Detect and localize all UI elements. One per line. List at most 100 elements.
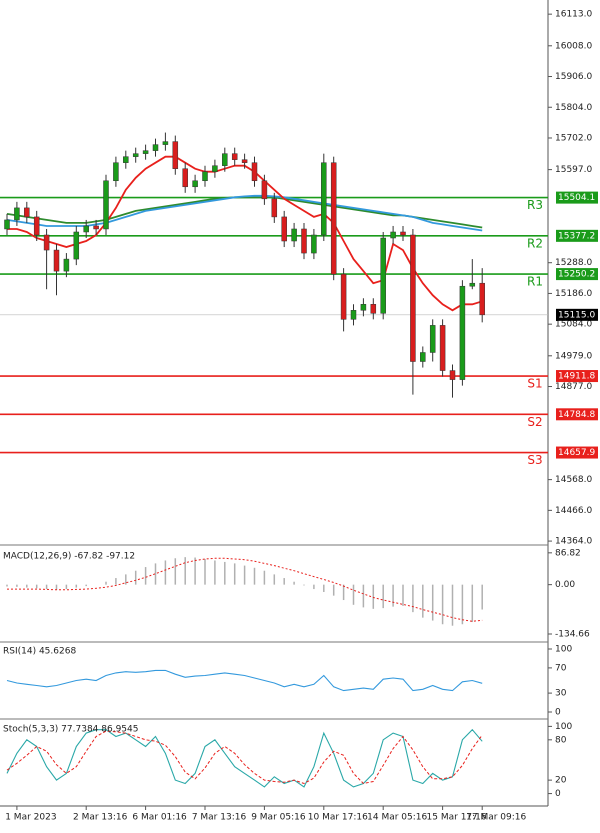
level-tag bbox=[556, 191, 598, 204]
candle-body bbox=[162, 141, 169, 145]
y-tick-label: 15906.0 bbox=[555, 72, 592, 82]
y-tick-label: 15804.0 bbox=[555, 103, 592, 113]
candle-body bbox=[330, 162, 337, 275]
level-tag bbox=[556, 268, 598, 281]
histogram-bar bbox=[35, 584, 38, 589]
y-tick-label: 0.00 bbox=[555, 580, 575, 590]
candle-body bbox=[33, 216, 40, 236]
candle-body bbox=[479, 282, 485, 316]
histogram-bar bbox=[392, 584, 394, 607]
candle-body bbox=[449, 370, 456, 380]
histogram-bar bbox=[154, 563, 157, 585]
histogram-bar bbox=[224, 561, 226, 585]
panel-title: MACD(12,26,9) -67.82 -97.12 bbox=[3, 552, 135, 562]
y-tick-label: 0 bbox=[555, 708, 561, 718]
candle-body bbox=[132, 153, 139, 157]
panel-title: Stoch(5,3,3) 77.7384 86.9545 bbox=[3, 725, 138, 735]
x-tick-label: 7 Mar 13:16 bbox=[192, 813, 247, 823]
level-name: R3 bbox=[527, 198, 543, 212]
histogram-bar bbox=[303, 584, 305, 586]
y-tick-label: 70 bbox=[555, 663, 567, 673]
level-value: 15504.1 bbox=[558, 193, 595, 203]
level-value: 14911.8 bbox=[558, 372, 595, 382]
histogram-bar bbox=[283, 578, 285, 585]
histogram-bar bbox=[26, 584, 28, 588]
candle-body bbox=[251, 162, 258, 182]
histogram-bar bbox=[323, 584, 325, 592]
candle-body bbox=[63, 258, 70, 272]
candle-body bbox=[321, 162, 327, 236]
y-tick-label: 16008.0 bbox=[555, 41, 592, 51]
y-tick-label: 15597.0 bbox=[555, 165, 592, 175]
candle-body bbox=[73, 231, 80, 260]
candle-body bbox=[4, 219, 10, 230]
y-tick-label: 15186.0 bbox=[555, 289, 592, 299]
x-tick-label: 2 Mar 13:16 bbox=[73, 813, 128, 823]
histogram-bar bbox=[422, 584, 424, 618]
histogram-bar bbox=[362, 584, 365, 608]
candle-body bbox=[93, 225, 99, 230]
candle-body bbox=[390, 231, 396, 239]
candle-body bbox=[231, 153, 238, 160]
candle-body bbox=[291, 228, 297, 242]
level-tag bbox=[556, 446, 598, 459]
y-tick-label: 20 bbox=[555, 776, 567, 786]
histogram-bar bbox=[204, 558, 206, 585]
histogram-bar bbox=[293, 581, 295, 585]
candle-body bbox=[103, 180, 109, 230]
histogram-bar bbox=[45, 584, 48, 590]
y-tick-label: 86.82 bbox=[555, 548, 581, 558]
candle-body bbox=[152, 144, 159, 151]
histogram-bar bbox=[243, 565, 246, 585]
x-tick-label: 17 Mar 09:16 bbox=[466, 813, 526, 823]
indicator-line bbox=[6, 669, 483, 692]
candle-body bbox=[360, 304, 367, 311]
candle-body bbox=[172, 141, 179, 169]
level-name: S3 bbox=[527, 453, 542, 467]
y-tick-label: 30 bbox=[555, 689, 567, 699]
x-tick-label: 10 Mar 17:16 bbox=[308, 813, 368, 823]
candle-body bbox=[212, 165, 218, 172]
level-tag bbox=[556, 408, 598, 421]
candle-body bbox=[113, 162, 119, 182]
histogram-bar bbox=[451, 584, 454, 626]
y-tick-label: 15702.0 bbox=[555, 133, 592, 143]
last-price-label: 15115.0 bbox=[558, 310, 595, 320]
histogram-bar bbox=[441, 584, 444, 625]
candle-body bbox=[271, 198, 278, 218]
candle-body bbox=[410, 234, 416, 362]
y-tick-label: 15288.0 bbox=[555, 258, 592, 268]
x-tick-label: 9 Mar 05:16 bbox=[251, 813, 306, 823]
candle-body bbox=[222, 153, 228, 166]
candle-body bbox=[43, 234, 50, 251]
y-tick-label: 14364.0 bbox=[555, 537, 592, 547]
level-tag bbox=[556, 229, 598, 242]
histogram-bar bbox=[194, 557, 196, 585]
candle-body bbox=[123, 156, 129, 163]
histogram-bar bbox=[115, 578, 117, 585]
candle-body bbox=[459, 285, 466, 380]
last-price-tag bbox=[556, 308, 598, 321]
candle-body bbox=[469, 282, 476, 287]
candle-body bbox=[400, 231, 406, 236]
histogram-bar bbox=[134, 570, 137, 585]
panel-title: RSI(14) 45.6268 bbox=[3, 647, 76, 657]
histogram-bar bbox=[273, 574, 276, 585]
candle-body bbox=[311, 234, 317, 254]
candle-body bbox=[182, 168, 188, 188]
level-value: 15250.2 bbox=[558, 270, 595, 280]
histogram-bar bbox=[184, 557, 186, 585]
candle-body bbox=[14, 207, 20, 221]
histogram-bar bbox=[352, 584, 355, 605]
y-tick-label: 16113.0 bbox=[555, 10, 592, 20]
y-tick-label: 14466.0 bbox=[555, 506, 592, 516]
candle-body bbox=[53, 249, 60, 272]
candle-body bbox=[429, 325, 436, 353]
level-name: S2 bbox=[527, 415, 542, 429]
candle-body bbox=[192, 180, 198, 188]
y-tick-label: 100 bbox=[555, 722, 572, 732]
y-tick-label: -134.66 bbox=[555, 630, 590, 640]
histogram-bar bbox=[263, 570, 266, 585]
